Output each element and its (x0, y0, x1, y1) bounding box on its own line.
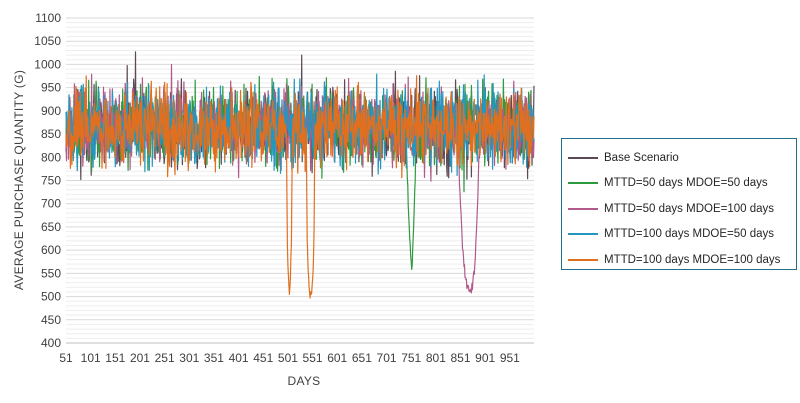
x-tick-label: 901 (475, 351, 495, 365)
y-tick-label: 1050 (34, 34, 61, 48)
legend-label: MTTD=50 days MDOE=50 days (604, 177, 768, 190)
x-tick-label: 201 (130, 351, 150, 365)
legend-label: Base Scenario (604, 151, 679, 164)
y-axis-ticks: 400 450 500 550 600 650 700 750 800 850 900 950 1000… (34, 11, 61, 350)
y-axis-title: AVERAGE PURCHASE QUANTITY (G) (12, 70, 26, 290)
legend: Base Scenario MTTD=50 days MDOE=50 days MT… (561, 138, 797, 270)
y-tick-label: 400 (41, 336, 61, 350)
x-tick-label: 51 (59, 351, 73, 365)
x-tick-label: 501 (278, 351, 298, 365)
legend-swatch (568, 182, 598, 185)
x-tick-label: 351 (204, 351, 224, 365)
legend-label: MTTD=100 days MDOE=50 days (604, 228, 775, 241)
x-tick-label: 851 (451, 351, 471, 365)
legend-swatch (568, 207, 598, 210)
y-tick-label: 650 (41, 220, 61, 234)
series-layer (65, 51, 535, 299)
x-tick-label: 301 (179, 351, 199, 365)
y-tick-label: 600 (41, 243, 61, 257)
y-tick-label: 700 (41, 197, 61, 211)
y-tick-label: 800 (41, 150, 61, 164)
x-tick-label: 651 (352, 351, 372, 365)
x-axis-title: DAYS (288, 374, 321, 388)
x-tick-label: 951 (500, 351, 520, 365)
x-tick-label: 801 (426, 351, 446, 365)
series-line (65, 75, 535, 299)
legend-item: MTTD=50 days MDOE=50 days (568, 171, 790, 197)
x-tick-label: 151 (105, 351, 125, 365)
x-tick-label: 101 (81, 351, 101, 365)
x-tick-label: 551 (303, 351, 323, 365)
y-tick-label: 550 (41, 266, 61, 280)
legend-swatch (568, 233, 598, 236)
y-tick-label: 950 (41, 81, 61, 95)
y-tick-label: 850 (41, 127, 61, 141)
legend-item: MTTD=50 days MDOE=100 days (568, 196, 790, 222)
y-tick-label: 500 (41, 290, 61, 304)
x-axis-ticks: 51 101 151 201 251 301 351 401 451 501 551 601 651 70… (59, 351, 520, 365)
x-tick-label: 601 (327, 351, 347, 365)
legend-swatch (568, 156, 598, 159)
y-tick-label: 750 (41, 174, 61, 188)
legend-label: MTTD=50 days MDOE=100 days (604, 202, 775, 215)
y-tick-label: 450 (41, 313, 61, 327)
legend-label: MTTD=100 days MDOE=100 days (604, 253, 781, 266)
legend-swatch (568, 258, 598, 261)
x-tick-label: 751 (401, 351, 421, 365)
legend-item: MTTD=100 days MDOE=100 days (568, 247, 790, 273)
x-tick-label: 401 (229, 351, 249, 365)
x-tick-label: 701 (377, 351, 397, 365)
x-tick-label: 451 (253, 351, 273, 365)
x-tick-label: 251 (155, 351, 175, 365)
y-tick-label: 1000 (34, 57, 61, 71)
y-tick-label: 900 (41, 104, 61, 118)
legend-item: MTTD=100 days MDOE=50 days (568, 222, 790, 248)
y-tick-label: 1100 (35, 11, 61, 25)
legend-item: Base Scenario (568, 145, 790, 171)
